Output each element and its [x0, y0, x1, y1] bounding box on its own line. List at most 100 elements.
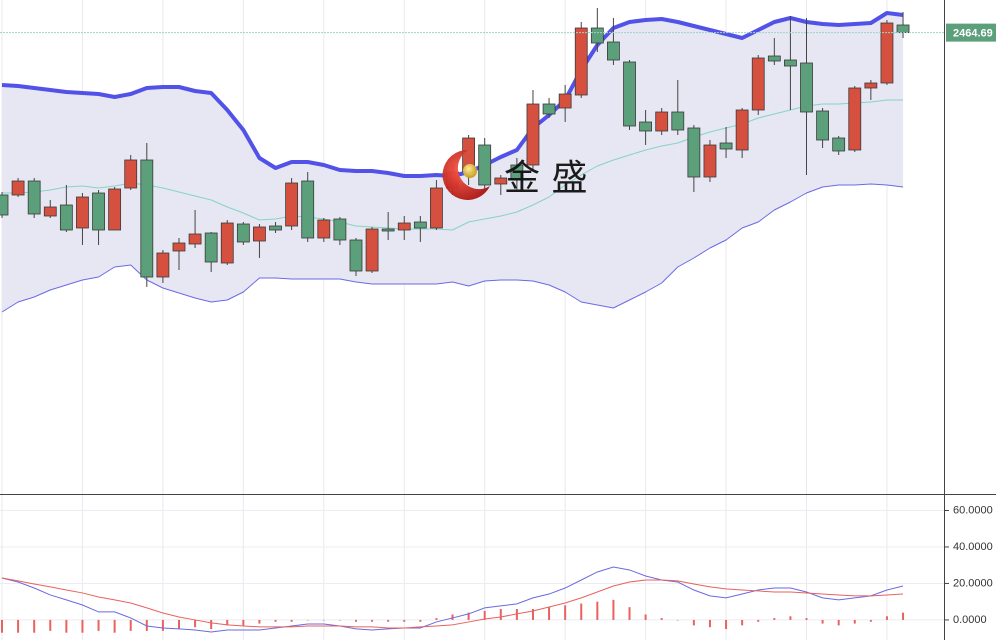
histogram-bar [773, 618, 776, 620]
histogram-bar [676, 619, 679, 621]
candle-body [43, 206, 57, 217]
histogram-bar [306, 619, 309, 621]
histogram-bar [564, 605, 567, 620]
candle-body [510, 164, 524, 181]
last-price-label: 2464.69 [953, 28, 993, 40]
candle-body [430, 187, 443, 229]
histogram-bar [692, 619, 695, 626]
candle-body [124, 159, 138, 189]
candle-body [397, 222, 411, 231]
histogram-bar [129, 619, 132, 631]
candle-body [784, 59, 797, 67]
histogram-bar [499, 608, 502, 620]
y-tick-label: 40.0000 [953, 541, 993, 553]
histogram-bar [419, 619, 422, 622]
histogram-bar [354, 619, 357, 622]
histogram-bar [194, 619, 197, 628]
histogram-bar [49, 619, 52, 631]
candle-body [76, 196, 89, 229]
histogram-bar [483, 610, 486, 620]
candle-body [413, 221, 427, 229]
candle-body [140, 159, 154, 278]
logo-ball [463, 164, 477, 178]
y-tick-label: 60.0000 [953, 504, 993, 516]
histogram-bar [628, 607, 631, 620]
histogram-bar [612, 599, 615, 620]
candle-body [639, 121, 652, 132]
candle-body [333, 218, 347, 241]
candle-body [92, 192, 105, 231]
candle-body [317, 219, 331, 239]
candle-body [848, 87, 862, 151]
price-panel: 2464.69 [0, 0, 996, 494]
histogram-bar [708, 619, 711, 628]
histogram-bar [1, 619, 3, 633]
candle-body [735, 109, 749, 151]
candle-body [172, 242, 186, 252]
candle-body [0, 194, 9, 216]
histogram-bar [33, 619, 36, 633]
candle-body [349, 239, 363, 272]
histogram-bar [290, 619, 293, 622]
histogram-bar [741, 619, 744, 626]
histogram-bar [548, 607, 551, 620]
histogram-bar [596, 601, 599, 620]
histogram-bar [757, 619, 760, 622]
candle-body [816, 110, 829, 141]
histogram-bar [451, 614, 454, 620]
histogram-bar [660, 618, 663, 620]
y-tick-label: 20.0000 [953, 577, 993, 589]
histogram-bar [725, 619, 728, 630]
candle-body [880, 22, 894, 84]
indicator-line [1, 577, 904, 629]
candle-body [767, 55, 781, 62]
indicator-line [1, 566, 904, 633]
histogram-bar [821, 619, 824, 624]
candle-body [526, 103, 540, 166]
candle-body [687, 127, 701, 178]
candle-body [623, 61, 636, 127]
indicator-panel: 60.0000 40.0000 20.0000 0.0000 [0, 495, 993, 640]
histogram-bar [258, 619, 261, 624]
histogram-bar [322, 619, 325, 621]
histogram-bar [97, 619, 100, 631]
candle-body [285, 182, 299, 227]
histogram-bar [885, 616, 888, 620]
candle-body [832, 137, 846, 152]
histogram-bar [371, 619, 374, 622]
histogram-bar [81, 619, 84, 633]
histogram-bar [403, 619, 406, 622]
candle-body [896, 24, 910, 34]
candle-body [108, 188, 122, 231]
candle-body [156, 252, 170, 278]
candle-body [590, 27, 604, 44]
watermark: 金 盛 [442, 149, 587, 200]
candle-body [558, 93, 572, 109]
candle-body [236, 223, 250, 243]
candle-body [574, 27, 588, 96]
candle-body [220, 222, 234, 264]
histogram-bar [161, 619, 164, 631]
histogram-bar [805, 618, 808, 620]
histogram-bar [338, 619, 341, 621]
watermark-text: 金 盛 [504, 158, 587, 199]
candle-body [864, 82, 878, 89]
candle-body [253, 226, 266, 242]
histogram-bar [113, 619, 116, 633]
candle-body [478, 144, 492, 186]
last-price-box [946, 23, 996, 42]
histogram-bar [467, 612, 470, 620]
candle-body [542, 103, 556, 115]
histogram-bar [210, 619, 213, 630]
histogram-bar [515, 608, 518, 620]
candle-body [800, 62, 813, 113]
histogram-bar [869, 619, 872, 622]
candle-body [381, 228, 395, 232]
candle-body [494, 177, 508, 185]
candle-body [301, 180, 315, 239]
candle-body [655, 111, 669, 132]
histogram-bar [242, 619, 245, 626]
candle-body [607, 41, 620, 61]
histogram-bar [902, 612, 905, 620]
